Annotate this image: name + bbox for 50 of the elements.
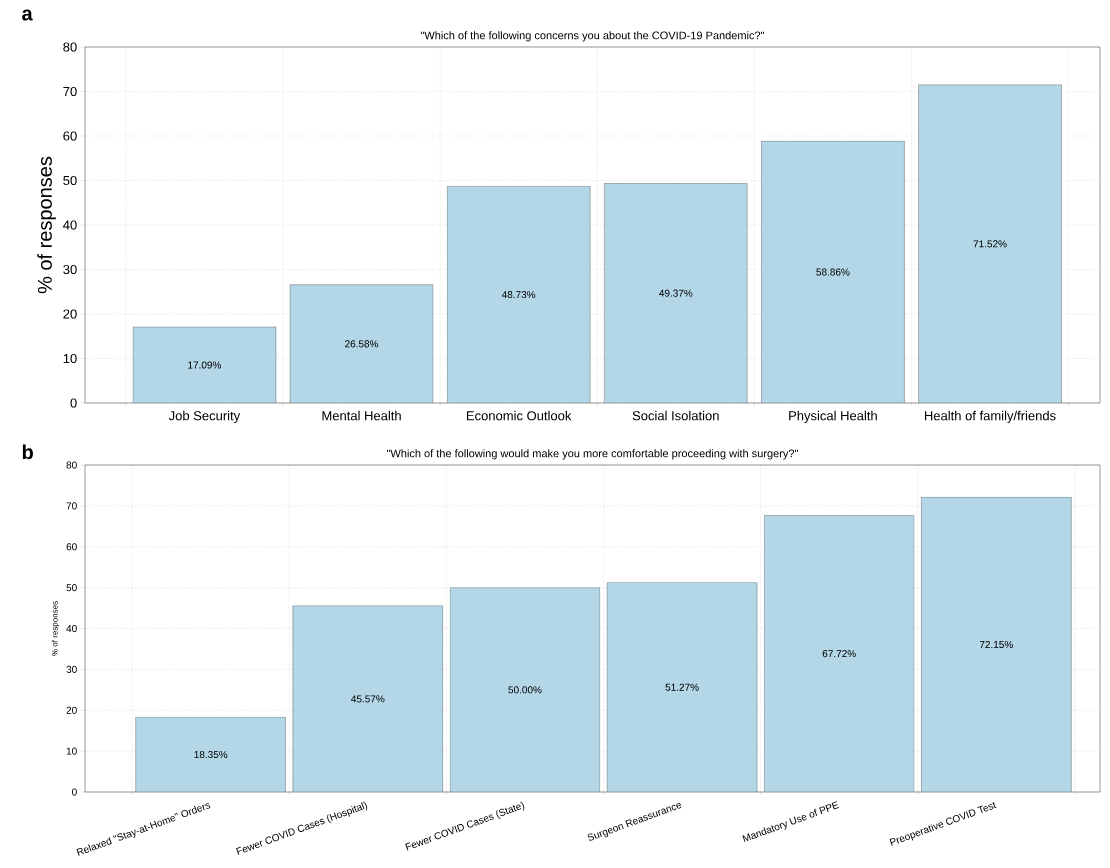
y-tick-label: 80 [63, 42, 77, 52]
data-label: 49.37% [659, 289, 693, 297]
x-tick-label: Mental Health [322, 410, 401, 421]
y-tick-label: 20 [66, 706, 77, 714]
x-tick-label: Health of family/friends [924, 410, 1056, 423]
y-tick-label: 40 [66, 624, 77, 633]
text: a [22, 9, 33, 21]
y-tick-label: 10 [63, 353, 77, 364]
y-tick-label: 80 [66, 461, 77, 469]
data-label: 50.00% [508, 686, 542, 694]
bar [289, 284, 434, 404]
bar [292, 605, 444, 793]
data-label: 51.27% [665, 683, 699, 691]
bar [449, 587, 601, 793]
y-tick-label: 50 [63, 175, 77, 186]
data-label: 67.72% [822, 650, 856, 658]
y-tick-label: 50 [66, 584, 77, 592]
x-tick-label: Social Isolation [632, 410, 719, 421]
y-tick-label: 30 [66, 665, 77, 673]
bar [921, 496, 1072, 793]
data-label: 71.52% [973, 240, 1007, 248]
data-label: 48.73% [501, 291, 536, 299]
y-axis-title: % of responses [51, 601, 60, 656]
bar [606, 582, 758, 793]
y-tick-label: 70 [63, 86, 77, 97]
text: b [22, 444, 33, 460]
y-tick-label: 60 [63, 131, 77, 141]
y-tick-label: 30 [63, 264, 77, 275]
data-label: 45.57% [351, 695, 385, 703]
y-tick-label: 70 [66, 502, 77, 510]
bar [761, 140, 905, 404]
y-tick-label: 60 [66, 543, 77, 551]
y-tick-label: 10 [66, 747, 77, 755]
data-label: 17.09% [188, 361, 222, 369]
y-tick-label: 0 [70, 398, 77, 408]
x-tick-label: Physical Health [789, 410, 877, 423]
data-label: 72.15% [979, 641, 1013, 649]
y-tick-label: 40 [63, 220, 77, 230]
data-label: 18.35% [194, 750, 228, 759]
chart-title: "Which of the following would make you more comfortable proceeding with surgery?" [387, 449, 798, 460]
x-tick-label: Fewer COVID Cases (State) [405, 801, 525, 851]
y-tick-label: 0 [72, 788, 77, 796]
bar [763, 515, 915, 793]
y-tick-label: 20 [63, 309, 77, 319]
y-axis-title: % of responses [37, 156, 56, 294]
x-tick-label: Job Security [168, 410, 241, 423]
chart-title: "Which of the following concerns you about the COVID-19 Pandemic?" [420, 31, 765, 42]
x-tick-label: Economic Outlook [466, 410, 572, 421]
data-label: 26.58% [345, 340, 379, 348]
data-label: 58.86% [816, 268, 850, 276]
